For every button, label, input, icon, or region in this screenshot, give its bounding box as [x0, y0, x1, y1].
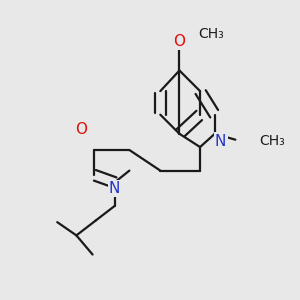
Text: CH₃: CH₃ — [199, 27, 224, 41]
Text: CH₃: CH₃ — [259, 134, 285, 148]
Text: N: N — [109, 181, 120, 196]
Text: O: O — [75, 122, 87, 137]
Text: O: O — [173, 34, 185, 49]
Text: N: N — [215, 134, 226, 149]
